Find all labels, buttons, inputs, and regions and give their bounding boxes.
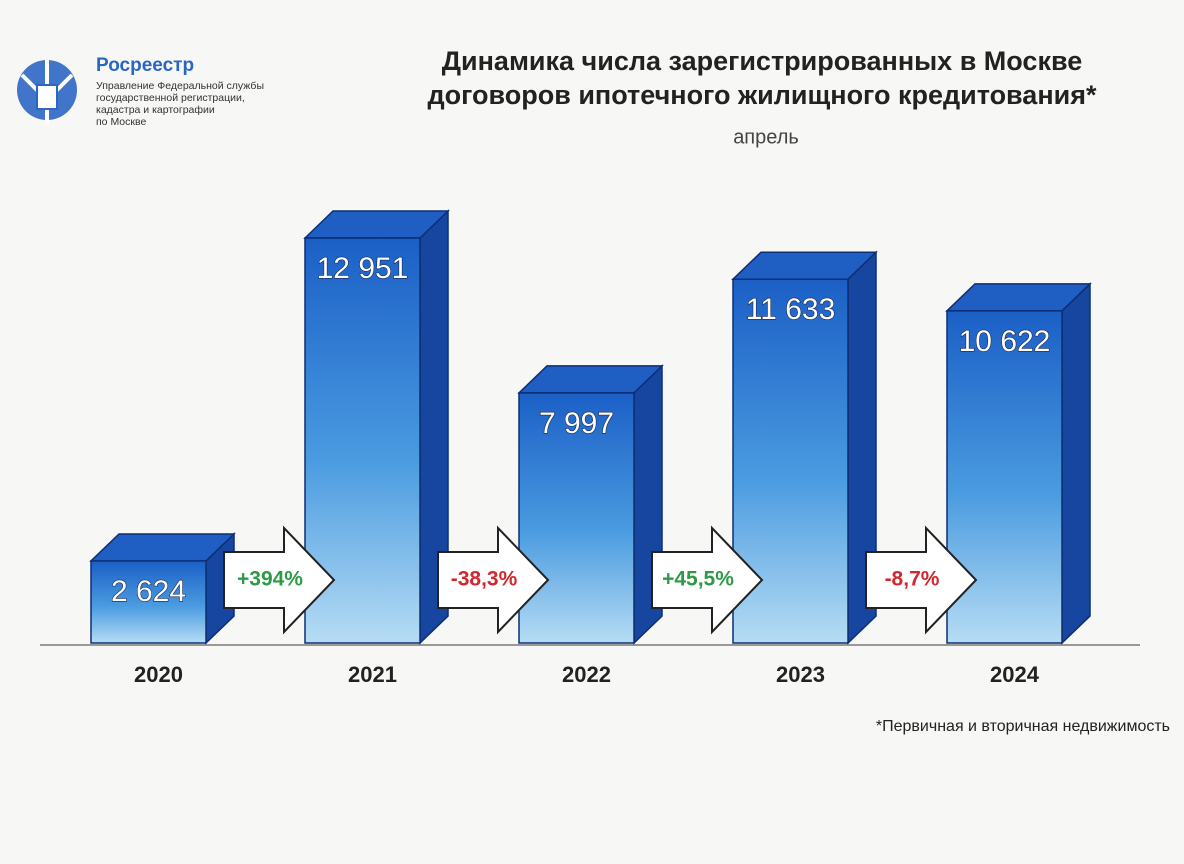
bar — [518, 392, 635, 644]
emblem-shield — [36, 84, 58, 110]
value-label: 12 951 — [317, 252, 409, 285]
org-line: кадастра и картографии — [96, 104, 215, 116]
value-label: 2 624 — [111, 575, 186, 608]
x-tick-label: 2020 — [134, 662, 183, 687]
footnote: *Первичная и вторичная недвижимость — [876, 718, 1170, 735]
x-tick-label: 2023 — [776, 662, 825, 687]
value-label: 7 997 — [539, 407, 614, 440]
bar — [90, 560, 207, 644]
org-line: по Москве — [96, 116, 146, 128]
change-arrow — [437, 525, 550, 635]
chart-subtitle: апрель — [733, 126, 799, 148]
x-tick-label: 2021 — [348, 662, 397, 687]
chart-title: договоров ипотечного жилищного кредитова… — [428, 80, 1097, 110]
org-line: государственной регистрации, — [96, 92, 245, 104]
org-name: Росреестр — [96, 55, 194, 76]
change-arrow — [651, 525, 764, 635]
change-label: +45,5% — [662, 568, 734, 591]
change-arrow — [865, 525, 978, 635]
bar-side — [1061, 282, 1091, 645]
logo — [17, 60, 77, 125]
change-label: +394% — [237, 568, 303, 591]
chart-title: Динамика числа зарегистрированных в Моск… — [442, 46, 1082, 76]
x-tick-label: 2022 — [562, 662, 611, 687]
value-label: 10 622 — [959, 325, 1051, 358]
x-tick-label: 2024 — [990, 662, 1040, 687]
value-label: 11 633 — [746, 293, 836, 326]
change-label: -8,7% — [885, 568, 940, 591]
change-arrow — [223, 525, 336, 635]
org-line: Управление Федеральной службы — [96, 80, 264, 92]
change-label: -38,3% — [451, 568, 518, 591]
